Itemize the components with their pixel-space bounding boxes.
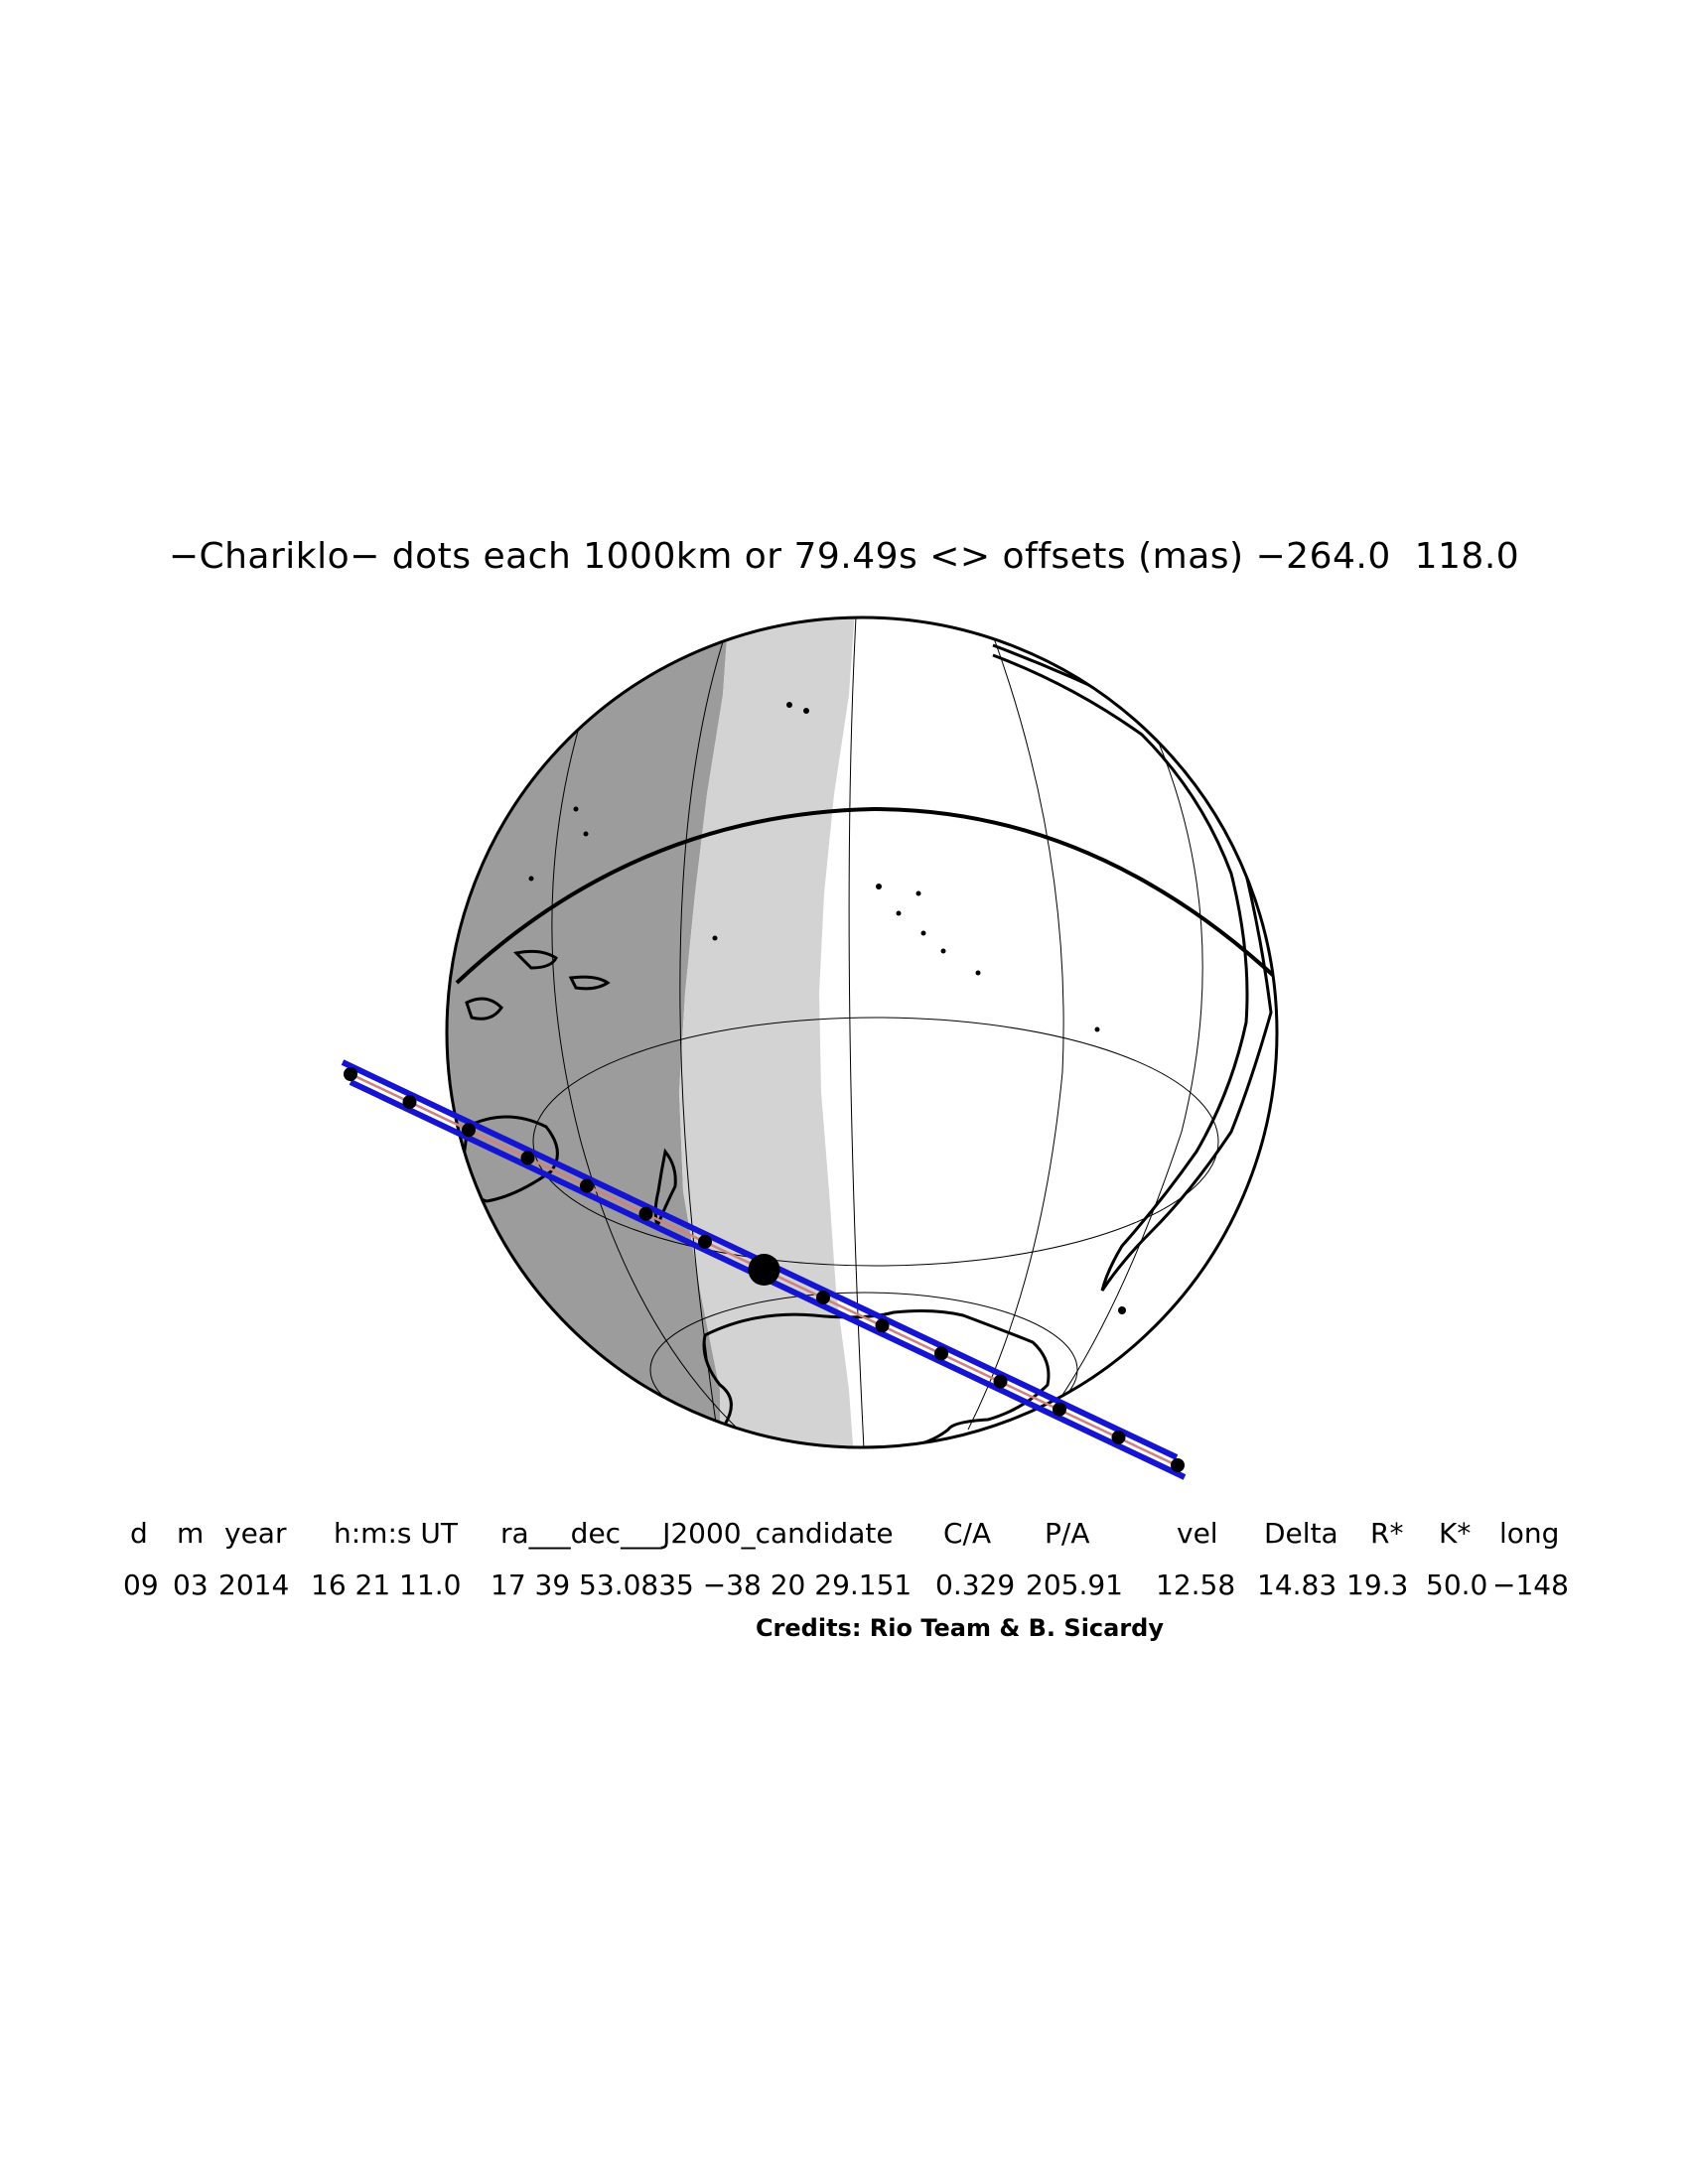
header-pa: P/A xyxy=(1045,1517,1090,1550)
header-rstar: R* xyxy=(1370,1517,1404,1550)
header-vel: vel xyxy=(1177,1517,1218,1550)
islands xyxy=(528,702,1126,1314)
path-dot xyxy=(993,1374,1008,1389)
header-m: m xyxy=(177,1517,205,1550)
header-d: d xyxy=(130,1517,148,1550)
value-kstar: 50.0 xyxy=(1426,1569,1488,1601)
header-ca: C/A xyxy=(943,1517,992,1550)
value-year: 2014 xyxy=(218,1569,290,1601)
credits-text: Credits: Rio Team & B. Sicardy xyxy=(755,1614,1164,1642)
path-dots xyxy=(344,1067,1185,1472)
path-dot xyxy=(698,1234,712,1249)
path-dot xyxy=(1111,1430,1126,1444)
path-dot xyxy=(1171,1458,1185,1472)
header-coords: ra___dec___J2000_candidate xyxy=(500,1517,894,1550)
header-time: h:m:s UT xyxy=(334,1517,458,1550)
path-dot xyxy=(520,1151,535,1165)
value-pa: 205.91 xyxy=(1026,1569,1123,1601)
header-year: year xyxy=(224,1517,287,1550)
header-long: long xyxy=(1499,1517,1560,1550)
value-vel: 12.58 xyxy=(1156,1569,1236,1601)
path-dot xyxy=(462,1123,476,1138)
path-dot xyxy=(934,1346,948,1361)
path-dot xyxy=(638,1206,653,1221)
value-m: 03 xyxy=(173,1569,209,1601)
header-delta: Delta xyxy=(1264,1517,1338,1550)
value-coords: 17 39 53.0835 −38 20 29.151 xyxy=(491,1569,913,1601)
path-dot xyxy=(816,1291,830,1305)
path-dot xyxy=(1053,1402,1066,1417)
path-dot xyxy=(344,1067,357,1081)
value-long: −148 xyxy=(1492,1569,1569,1601)
path-dot xyxy=(875,1318,890,1333)
value-d: 09 xyxy=(123,1569,159,1601)
value-time: 16 21 11.0 xyxy=(311,1569,462,1601)
value-ca: 0.329 xyxy=(935,1569,1016,1601)
path-dot xyxy=(402,1095,417,1110)
page-title: −Chariklo− dots each 1000km or 79.49s <>… xyxy=(168,536,1520,577)
closest-approach-dot xyxy=(748,1254,780,1286)
header-kstar: K* xyxy=(1439,1517,1472,1550)
globe-outline xyxy=(445,615,1279,1449)
value-rstar: 19.3 xyxy=(1346,1569,1409,1601)
equator-line xyxy=(455,806,1277,985)
value-delta: 14.83 xyxy=(1257,1569,1337,1601)
path-dot xyxy=(580,1178,594,1193)
